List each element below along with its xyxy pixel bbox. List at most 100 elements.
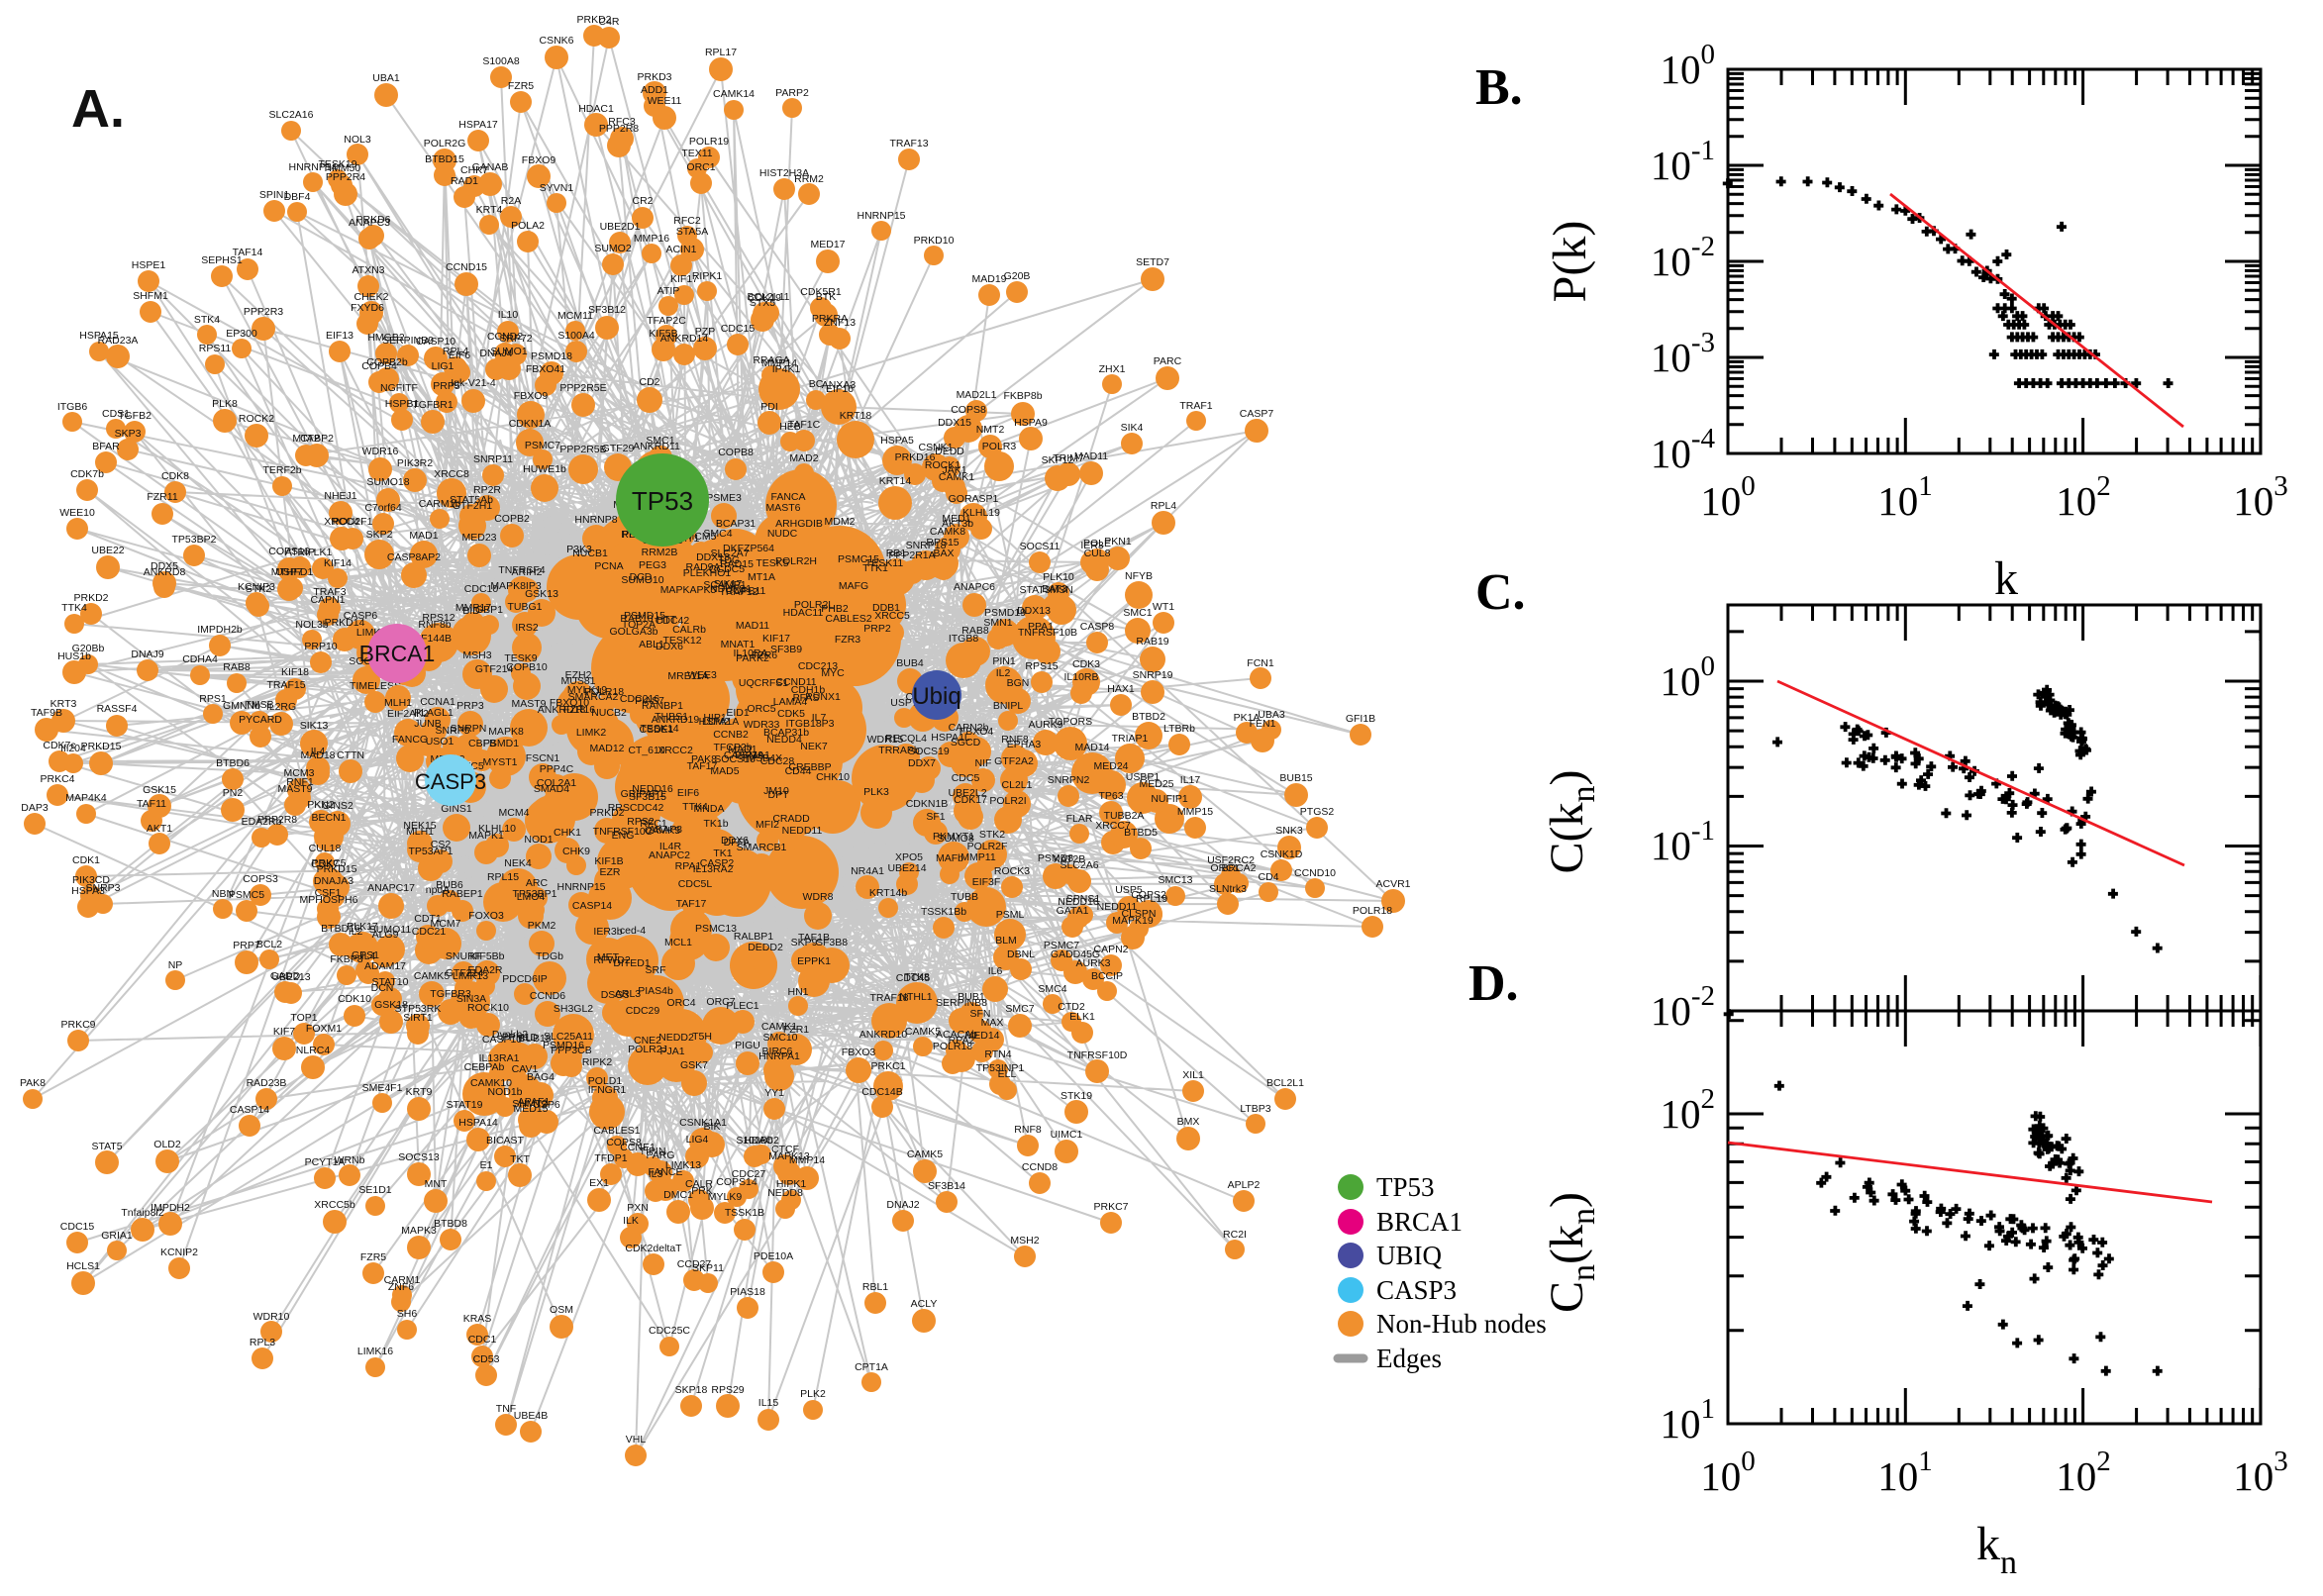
svg-text:SNRP19: SNRP19 <box>1133 669 1173 681</box>
svg-text:KIF5B: KIF5B <box>649 328 677 340</box>
svg-text:CTCF: CTCF <box>771 1144 799 1155</box>
svg-text:IL17: IL17 <box>1180 774 1201 786</box>
svg-text:GORASP1: GORASP1 <box>949 493 999 505</box>
svg-text:CAMK1: CAMK1 <box>761 1021 797 1033</box>
svg-text:SRP72: SRP72 <box>499 333 532 345</box>
svg-text:PCYT1A: PCYT1A <box>305 1156 346 1168</box>
svg-text:MAD11: MAD11 <box>1074 450 1108 462</box>
svg-text:STAT3: STAT3 <box>1019 584 1050 596</box>
svg-text:POLR19: POLR19 <box>689 136 729 148</box>
svg-text:DKFZP564: DKFZP564 <box>723 543 774 554</box>
svg-text:CDK3: CDK3 <box>1072 658 1100 670</box>
svg-text:PRKC7: PRKC7 <box>1093 1201 1128 1213</box>
svg-text:CDC15: CDC15 <box>60 1221 95 1233</box>
svg-text:PRKC1: PRKC1 <box>870 1060 905 1072</box>
svg-text:RASSF4: RASSF4 <box>97 703 138 715</box>
svg-text:FKBP8b: FKBP8b <box>1003 390 1042 402</box>
svg-text:GSK15: GSK15 <box>143 784 176 796</box>
svg-text:POLR18: POLR18 <box>1353 905 1392 917</box>
svg-text:RANBP1: RANBP1 <box>642 700 683 712</box>
svg-text:FBXO9: FBXO9 <box>514 390 549 402</box>
svg-text:BFAR: BFAR <box>92 441 120 452</box>
svg-text:CBFB: CBFB <box>468 738 496 749</box>
svg-text:UIMC1: UIMC1 <box>1051 1129 1083 1141</box>
svg-text:CAPN2b: CAPN2b <box>949 722 989 734</box>
svg-text:PRKD14: PRKD14 <box>325 617 365 629</box>
svg-text:RPS29: RPS29 <box>711 1384 744 1396</box>
svg-text:ROCK10: ROCK10 <box>467 1002 509 1014</box>
svg-text:CD4: CD4 <box>1258 871 1278 883</box>
svg-text:PLK2: PLK2 <box>800 1388 826 1400</box>
svg-text:AKAP8: AKAP8 <box>649 824 682 836</box>
svg-text:RPS1: RPS1 <box>199 693 227 705</box>
svg-text:STK19: STK19 <box>1060 1090 1092 1102</box>
svg-text:CDH1b: CDH1b <box>791 684 826 696</box>
svg-text:MAPK13: MAPK13 <box>768 1150 810 1162</box>
svg-text:PRKD15: PRKD15 <box>317 863 357 875</box>
svg-text:SOCS16: SOCS16 <box>714 753 756 765</box>
svg-text:CDK17: CDK17 <box>954 794 987 806</box>
svg-text:TNFRSF4: TNFRSF4 <box>498 564 545 576</box>
svg-text:NUCB2: NUCB2 <box>591 707 627 719</box>
svg-text:PIK3CD: PIK3CD <box>72 874 110 886</box>
svg-text:CASP7: CASP7 <box>1240 408 1274 420</box>
svg-text:TNFRSF10D: TNFRSF10D <box>1067 1049 1128 1061</box>
svg-text:KRT18: KRT18 <box>840 410 872 422</box>
svg-text:TK1b: TK1b <box>703 818 728 830</box>
svg-text:FOXM1: FOXM1 <box>306 1023 342 1035</box>
svg-text:FZR16: FZR16 <box>563 704 595 716</box>
svg-text:STA5A: STA5A <box>676 226 708 238</box>
svg-text:PRKD6: PRKD6 <box>355 214 390 226</box>
svg-text:RPS11: RPS11 <box>199 343 232 354</box>
svg-text:C(kn): C(kn) <box>1541 770 1602 874</box>
svg-text:RAB8: RAB8 <box>961 625 989 637</box>
svg-text:PRKC4: PRKC4 <box>40 773 74 785</box>
svg-text:CHK10: CHK10 <box>816 771 850 783</box>
svg-text:GINS1: GINS1 <box>441 803 472 815</box>
svg-text:PRKD16: PRKD16 <box>895 451 936 463</box>
svg-text:SNRP3: SNRP3 <box>85 882 120 894</box>
svg-text:MCM3: MCM3 <box>284 767 315 779</box>
svg-text:LIMK13: LIMK13 <box>453 970 488 982</box>
svg-text:CDC216: CDC216 <box>620 693 659 705</box>
svg-text:CRADD: CRADD <box>772 813 810 825</box>
svg-text:ANKRD10: ANKRD10 <box>859 1029 908 1041</box>
svg-text:BTBD8: BTBD8 <box>434 1218 467 1230</box>
svg-text:PRKC5: PRKC5 <box>311 857 346 869</box>
svg-text:C7orf64: C7orf64 <box>364 502 402 514</box>
svg-text:TGFBR1: TGFBR1 <box>412 399 454 411</box>
svg-text:PKM2: PKM2 <box>528 920 556 932</box>
svg-text:RRSCDC42: RRSCDC42 <box>608 802 664 814</box>
svg-text:CDC15: CDC15 <box>721 323 756 335</box>
svg-text:COPS16: COPS16 <box>268 546 310 557</box>
svg-text:DEDD: DEDD <box>935 446 964 457</box>
svg-text:PSML: PSML <box>996 909 1025 921</box>
svg-text:SMARCA2: SMARCA2 <box>568 691 619 703</box>
svg-text:CEBPAb: CEBPAb <box>464 1061 505 1073</box>
svg-text:CAMK5: CAMK5 <box>907 1148 943 1160</box>
svg-text:EIF13: EIF13 <box>326 330 354 342</box>
svg-text:PSMD18: PSMD18 <box>531 350 572 362</box>
svg-text:MAD1: MAD1 <box>728 744 757 755</box>
svg-text:CHEK2: CHEK2 <box>354 291 388 303</box>
svg-text:SKP2: SKP2 <box>366 529 393 541</box>
svg-text:MAD18: MAD18 <box>300 749 335 761</box>
svg-text:SNRPN: SNRPN <box>451 723 487 735</box>
svg-text:ANKRD18: ANKRD18 <box>538 704 586 716</box>
svg-text:POLR2H: POLR2H <box>775 555 817 567</box>
svg-text:SFN: SFN <box>970 1008 991 1020</box>
svg-text:PRKRA: PRKRA <box>812 313 848 325</box>
svg-text:PARP2: PARP2 <box>775 87 809 99</box>
svg-text:CASP2: CASP2 <box>700 857 735 869</box>
svg-text:ITGB8: ITGB8 <box>949 633 979 645</box>
svg-text:CARM1b: CARM1b <box>419 498 461 510</box>
svg-text:ACACAb: ACACAb <box>936 1029 977 1041</box>
svg-text:WT1: WT1 <box>1153 601 1174 613</box>
svg-text:RAD23B: RAD23B <box>247 1077 287 1089</box>
svg-text:MAD14: MAD14 <box>1074 742 1109 753</box>
svg-text:SE1D1: SE1D1 <box>358 1184 391 1196</box>
svg-text:PLEKHO1: PLEKHO1 <box>683 567 732 579</box>
svg-text:CDK8: CDK8 <box>161 470 189 482</box>
svg-text:TGFBR3: TGFBR3 <box>430 988 471 1000</box>
svg-text:STAT5Ab: STAT5Ab <box>450 494 493 506</box>
